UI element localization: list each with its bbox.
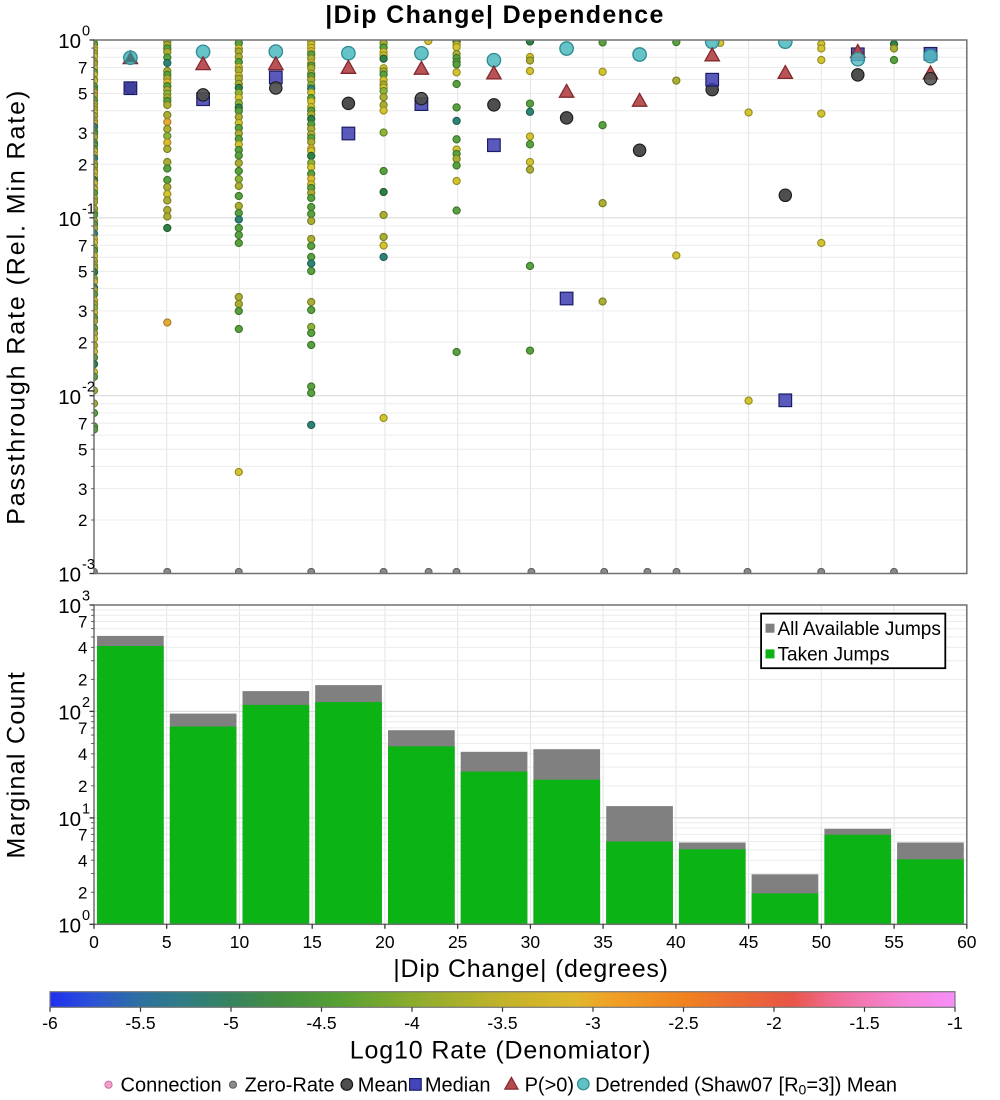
svg-text:2: 2: [78, 884, 87, 903]
svg-text:7: 7: [78, 59, 87, 78]
svg-text:3: 3: [78, 480, 87, 499]
svg-text:-1: -1: [947, 1013, 963, 1033]
svg-text:7: 7: [78, 826, 87, 845]
svg-text:-3: -3: [82, 557, 95, 573]
svg-text:-2.5: -2.5: [668, 1013, 698, 1033]
svg-text:Mean: Mean: [358, 1075, 408, 1097]
svg-text:5: 5: [162, 932, 172, 952]
svg-text:25: 25: [448, 932, 467, 952]
svg-text:10: 10: [58, 595, 81, 618]
svg-text:-3.5: -3.5: [487, 1013, 517, 1033]
svg-text:-2: -2: [766, 1013, 782, 1033]
svg-text:15: 15: [302, 932, 321, 952]
svg-text:|Dip Change| (degrees): |Dip Change| (degrees): [393, 955, 668, 983]
svg-text:0: 0: [82, 24, 90, 40]
svg-text:10: 10: [58, 30, 81, 53]
svg-text:2: 2: [78, 671, 87, 690]
svg-text:7: 7: [78, 719, 87, 738]
svg-text:10: 10: [58, 208, 81, 231]
svg-text:Passthrough Rate (Rel. Min Rat: Passthrough Rate (Rel. Min Rate): [3, 89, 31, 525]
svg-text:P(>0): P(>0): [525, 1075, 574, 1097]
svg-text:10: 10: [230, 932, 250, 952]
svg-text:Marginal Count: Marginal Count: [3, 671, 31, 859]
svg-text:10: 10: [58, 702, 81, 725]
svg-text:All Available Jumps: All Available Jumps: [778, 619, 941, 640]
svg-text:-1.5: -1.5: [849, 1013, 879, 1033]
svg-text:-4.5: -4.5: [306, 1013, 336, 1033]
svg-text:20: 20: [375, 932, 395, 952]
svg-text:60: 60: [957, 932, 977, 952]
svg-text:-1: -1: [82, 202, 95, 218]
svg-text:10: 10: [58, 808, 81, 831]
svg-text:30: 30: [521, 932, 541, 952]
svg-text:50: 50: [812, 932, 832, 952]
svg-text:Taken Jumps: Taken Jumps: [778, 645, 890, 666]
svg-text:2: 2: [78, 156, 87, 175]
svg-text:7: 7: [78, 237, 87, 256]
svg-text:35: 35: [593, 932, 612, 952]
svg-text:55: 55: [884, 932, 903, 952]
svg-text:10: 10: [58, 564, 81, 587]
svg-text:2: 2: [78, 511, 87, 530]
svg-text:Connection: Connection: [121, 1075, 222, 1097]
svg-text:5: 5: [78, 263, 87, 282]
svg-text:2: 2: [78, 777, 87, 796]
svg-text:0: 0: [82, 908, 90, 924]
svg-text:-2: -2: [82, 379, 95, 395]
svg-text:4: 4: [78, 851, 87, 870]
svg-text:1: 1: [82, 802, 90, 818]
svg-text:Log10 Rate (Denomiator): Log10 Rate (Denomiator): [350, 1037, 652, 1065]
svg-text:5: 5: [78, 440, 87, 459]
svg-text:4: 4: [78, 639, 87, 658]
svg-text:Median: Median: [425, 1075, 491, 1097]
svg-text:-3: -3: [585, 1013, 601, 1033]
svg-text:7: 7: [78, 613, 87, 632]
svg-text:7: 7: [78, 414, 87, 433]
svg-text:40: 40: [666, 932, 686, 952]
svg-text:Detrended (Shaw07 [R0=3]) Mean: Detrended (Shaw07 [R0=3]) Mean: [595, 1075, 897, 1098]
svg-text:4: 4: [78, 745, 87, 764]
svg-text:3: 3: [78, 302, 87, 321]
svg-text:2: 2: [78, 333, 87, 352]
svg-text:10: 10: [58, 915, 81, 938]
svg-text:2: 2: [82, 695, 90, 711]
svg-text:-5: -5: [223, 1013, 239, 1033]
svg-text:-6: -6: [42, 1013, 58, 1033]
svg-text:-4: -4: [404, 1013, 420, 1033]
svg-text:3: 3: [78, 124, 87, 143]
svg-text:5: 5: [78, 85, 87, 104]
svg-text:Zero-Rate: Zero-Rate: [245, 1075, 335, 1097]
svg-text:3: 3: [82, 589, 90, 605]
svg-text:-5.5: -5.5: [125, 1013, 155, 1033]
svg-text:0: 0: [89, 932, 99, 952]
svg-text:45: 45: [739, 932, 758, 952]
svg-text:10: 10: [58, 386, 81, 409]
svg-text:|Dip Change| Dependence: |Dip Change| Dependence: [325, 1, 665, 29]
